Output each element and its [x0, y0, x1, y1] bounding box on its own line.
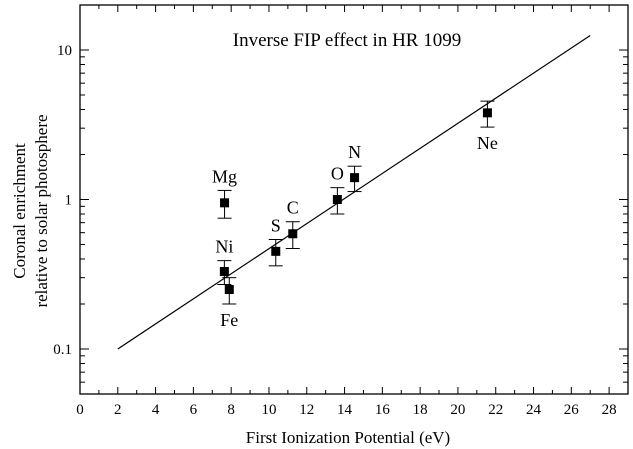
element-label: Fe: [220, 310, 238, 330]
point-marker: [271, 246, 281, 256]
y-axis-label-line-1: Coronal enrichment: [10, 143, 29, 279]
data-point-o: O: [330, 164, 345, 215]
y-tick-label: 0.1: [53, 342, 72, 358]
x-axis-label: First Ionization Potential (eV): [246, 428, 450, 447]
x-tick-label: 26: [564, 402, 580, 418]
chart-title: Inverse FIP effect in HR 1099: [233, 30, 461, 51]
point-marker: [288, 229, 298, 239]
y-tick-label: 10: [57, 43, 72, 59]
element-label: C: [287, 198, 299, 218]
x-tick-label: 20: [450, 402, 465, 418]
data-point-ne: Ne: [477, 100, 498, 153]
x-tick-label: 28: [602, 402, 617, 418]
element-label: Ni: [215, 237, 233, 257]
element-label: N: [348, 142, 361, 162]
point-marker: [350, 173, 360, 183]
y-tick-label: 1: [65, 193, 73, 209]
point-marker: [220, 198, 230, 208]
data-points: Mg Ni Fe SC ON Ne: [212, 100, 498, 330]
point-marker: [224, 285, 234, 295]
data-point-ni: Ni: [215, 237, 233, 286]
x-tick-label: 2: [114, 402, 122, 418]
plot-frame: [79, 4, 629, 395]
x-tick-label: 0: [76, 402, 84, 418]
x-tick-label: 8: [227, 402, 235, 418]
data-point-n: N: [347, 142, 362, 193]
x-tick-label: 16: [375, 402, 391, 418]
x-tick-label: 24: [526, 402, 542, 418]
element-label: O: [331, 164, 344, 184]
x-tick-label: 4: [152, 402, 160, 418]
y-axis-label-line-2: relative to solar photosphere: [32, 114, 51, 307]
fit-line: [117, 35, 591, 350]
point-marker: [482, 108, 492, 118]
data-point-s: S: [268, 216, 283, 267]
x-tick-label: 18: [413, 402, 428, 418]
element-label: Ne: [477, 133, 498, 153]
element-label: S: [271, 216, 281, 236]
x-tick-label: 12: [299, 402, 314, 418]
element-label: Mg: [212, 166, 237, 186]
data-point-mg: Mg: [212, 166, 237, 219]
fit-line-group: [117, 35, 591, 350]
point-marker: [332, 195, 342, 204]
x-tick-label: 6: [190, 402, 198, 418]
x-tick-label: 14: [337, 402, 353, 418]
x-tick-label: 10: [261, 402, 276, 418]
data-point-c: C: [285, 198, 300, 250]
data-point-fe: Fe: [220, 277, 238, 330]
point-marker: [219, 266, 229, 276]
x-tick-label: 22: [488, 402, 503, 418]
